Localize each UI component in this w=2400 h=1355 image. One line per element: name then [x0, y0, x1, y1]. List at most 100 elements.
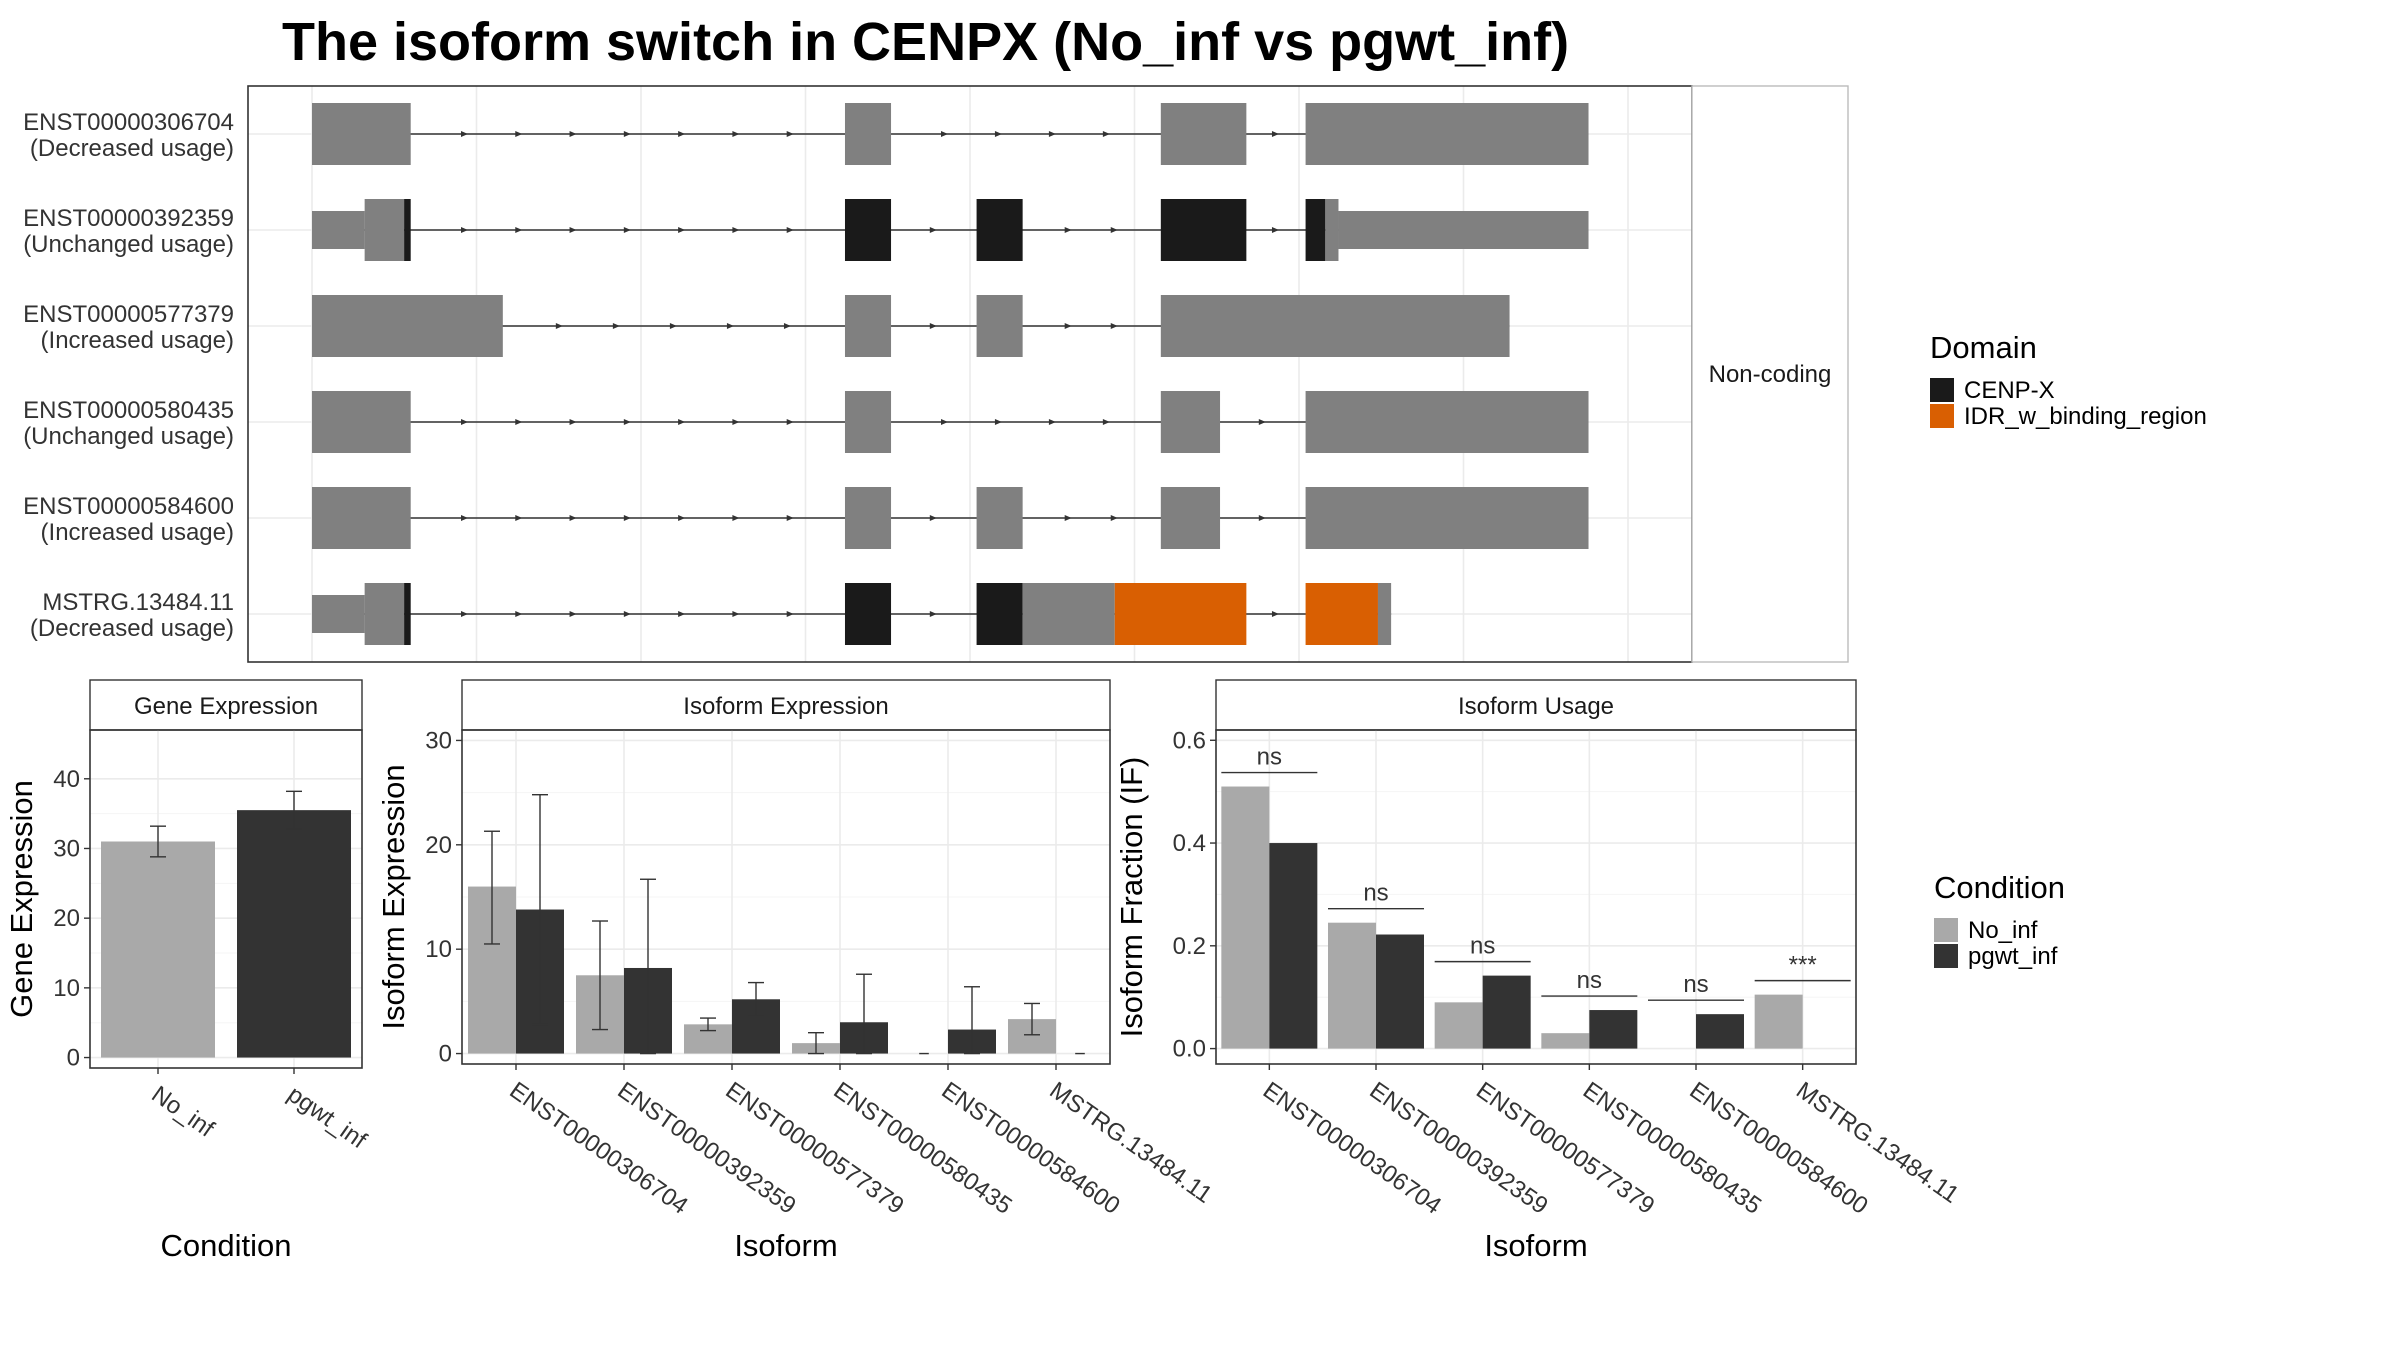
y-axis-title: Isoform Expression	[376, 764, 411, 1029]
intron-arrow	[569, 131, 577, 137]
domain-legend-title: Domain	[1930, 330, 2037, 365]
exon-block	[1114, 583, 1247, 645]
isoform-usage-panel: Isoform Usage ns ns ns ns ns *** 0.0 0.2 0.4 0.6 EN…	[1114, 679, 1964, 1263]
intron-arrow	[1064, 515, 1072, 521]
transcript-name: ENST00000580435	[23, 397, 234, 424]
y-tick-label: 0.4	[1173, 830, 1206, 857]
intron-arrow	[460, 419, 468, 425]
intron-arrow	[929, 611, 937, 617]
exon-block	[976, 583, 1023, 645]
gene-structure-panel: ENST00000306704(Decreased usage)ENST0000…	[23, 85, 1849, 663]
intron-arrow	[1064, 323, 1072, 329]
intron-arrow	[929, 323, 937, 329]
intron-arrow	[569, 227, 577, 233]
intron-arrow	[1271, 611, 1279, 617]
intron-arrow	[569, 515, 577, 521]
intron-arrow	[1110, 227, 1118, 233]
intron-arrow	[1110, 323, 1118, 329]
chart-title: The isoform switch in CENPX (No_inf vs p…	[282, 12, 1569, 72]
y-tick-label: 0.0	[1173, 1036, 1206, 1063]
bar	[101, 841, 215, 1058]
condition-legend-title: Condition	[1934, 870, 2065, 905]
exon-block	[1160, 103, 1247, 165]
exon-block	[1305, 487, 1589, 549]
significance-label: ***	[1789, 952, 1817, 979]
x-tick-label: ENST00000584600	[1685, 1077, 1873, 1220]
domain-legend-label: IDR_w_binding_region	[1964, 403, 2207, 430]
y-tick-label: 0	[67, 1045, 80, 1072]
y-axis-title: Gene Expression	[4, 780, 39, 1018]
intron-arrow	[515, 131, 523, 137]
exon-block	[1160, 295, 1510, 357]
exon-block	[404, 583, 411, 645]
exon-block	[404, 199, 411, 261]
y-tick-label: 30	[53, 835, 80, 862]
x-tick-label: No_inf	[147, 1081, 220, 1143]
intron-arrow	[678, 419, 686, 425]
intron-arrow	[783, 323, 791, 329]
intron-arrow	[460, 515, 468, 521]
panel-border	[89, 729, 363, 1069]
intron-arrow	[669, 323, 677, 329]
exon-block	[1022, 583, 1115, 645]
x-axis-title: Isoform	[734, 1228, 837, 1263]
intron-arrow	[678, 227, 686, 233]
intron-arrow	[786, 227, 794, 233]
transcript-usage: (Unchanged usage)	[23, 231, 234, 258]
bar	[1221, 786, 1270, 1049]
gene-expression-panel: Gene Expression 0 10 20 30 40 No_inf pgwt_inf Co…	[4, 679, 372, 1263]
significance-label: ns	[1683, 971, 1708, 998]
significance-label: ns	[1577, 967, 1602, 994]
intron-arrow	[678, 515, 686, 521]
intron-arrow	[732, 131, 740, 137]
exon-block	[1305, 103, 1589, 165]
exon-block	[1160, 391, 1221, 453]
x-tick-label: pgwt_inf	[283, 1081, 372, 1155]
y-tick-label: 0.2	[1173, 933, 1206, 960]
transcript-name: ENST00000584600	[23, 493, 234, 520]
panel-border	[1215, 729, 1857, 1065]
structure-strip	[1691, 85, 1849, 663]
intron-arrow	[1048, 131, 1056, 137]
intron-arrow	[1110, 515, 1118, 521]
domain-legend-key	[1930, 378, 1954, 402]
exon-block	[976, 199, 1023, 261]
intron-arrow	[612, 323, 620, 329]
intron-arrow	[786, 515, 794, 521]
transcript-usage: (Decreased usage)	[30, 615, 234, 642]
intron-arrow	[1102, 131, 1110, 137]
condition-legend-key	[1934, 918, 1958, 942]
panel-strip-label: Isoform Expression	[683, 693, 888, 720]
intron-arrow	[732, 611, 740, 617]
intron-arrow	[1048, 419, 1056, 425]
intron-arrow	[623, 227, 631, 233]
significance-label: ns	[1257, 744, 1282, 771]
exon-block	[1305, 199, 1326, 261]
intron-arrow	[1271, 131, 1279, 137]
bar	[1328, 922, 1376, 1049]
intron-arrow	[786, 131, 794, 137]
transcript-name: ENST00000392359	[23, 205, 234, 232]
intron-arrow	[1271, 227, 1279, 233]
y-tick-label: 10	[425, 936, 452, 963]
intron-arrow	[940, 419, 948, 425]
transcript-name: MSTRG.13484.11	[42, 589, 234, 616]
y-tick-label: 40	[53, 766, 80, 793]
panel-strip	[1215, 679, 1857, 731]
exon-block	[844, 103, 892, 165]
x-tick-label: ENST00000577379	[1471, 1077, 1659, 1220]
exon-block	[1160, 199, 1247, 261]
intron-arrow	[732, 419, 740, 425]
x-tick-label: ENST00000580435	[829, 1077, 1017, 1220]
intron-arrow	[569, 419, 577, 425]
bar	[1541, 1033, 1590, 1049]
transcript-usage: (Increased usage)	[41, 327, 234, 354]
structure-strip-label: Non-coding	[1709, 361, 1832, 388]
x-axis-title: Condition	[161, 1228, 292, 1263]
exon-block	[312, 295, 503, 357]
panel-strip	[89, 679, 363, 731]
intron-arrow	[460, 227, 468, 233]
exon-block	[312, 391, 411, 453]
exon-block	[364, 199, 405, 261]
